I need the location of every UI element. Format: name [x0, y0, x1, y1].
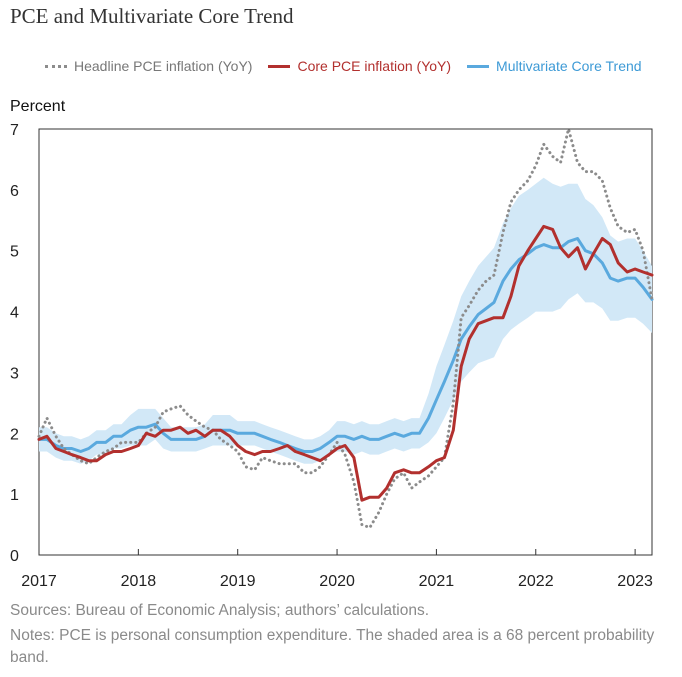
legend-label-headline: Headline PCE inflation (YoY): [74, 58, 253, 74]
legend-item-trend: Multivariate Core Trend: [467, 58, 642, 74]
y-tick-label: 1: [10, 487, 19, 504]
y-tick-label: 7: [10, 122, 19, 139]
legend-item-core: Core PCE inflation (YoY): [268, 58, 451, 74]
x-tick-label: 2018: [121, 573, 157, 590]
y-axis-label: Percent: [10, 98, 66, 115]
probability-band: [39, 177, 652, 464]
chart-title: PCE and Multivariate Core Trend: [10, 4, 294, 28]
x-tick-label: 2019: [220, 573, 256, 590]
sources-note: Sources: Bureau of Economic Analysis; au…: [10, 602, 429, 619]
core-pce-line: [37, 224, 654, 502]
legend: Headline PCE inflation (YoY) Core PCE in…: [45, 56, 658, 76]
series-layer: [37, 127, 654, 530]
y-tick-label: 3: [10, 365, 19, 382]
plot-frame: [38, 128, 653, 556]
probability-band-layer: [39, 177, 652, 464]
legend-swatch-trend: [467, 64, 490, 68]
x-tick-label: 2021: [419, 573, 455, 590]
legend-label-trend: Multivariate Core Trend: [496, 58, 642, 74]
x-tick-label: 2023: [617, 573, 653, 590]
y-tick-label: 6: [10, 183, 19, 200]
y-tick-label: 4: [10, 305, 19, 322]
legend-swatch-headline: [45, 64, 67, 68]
legend-swatch-core: [268, 64, 291, 68]
x-tick-label: 2020: [319, 573, 355, 590]
y-tick-label: 0: [10, 548, 19, 565]
x-tick-label: 2022: [518, 573, 554, 590]
tick-layer: 0 1 2 3 4 5 6 7 2017 2018 2019 2020 2021 2022 2023: [10, 122, 653, 590]
legend-item-headline: Headline PCE inflation (YoY): [45, 58, 252, 74]
y-tick-label: 2: [10, 426, 19, 443]
notes-text: Notes: PCE is personal consumption expen…: [10, 627, 655, 666]
chart-svg: Percent 0 1 2 3 4 5 6 7 2017 2018 2019 2020 2021 2022…: [10, 98, 654, 590]
multivariate-core-trend-line: [37, 237, 654, 453]
x-tick-label: 2017: [21, 573, 57, 590]
y-tick-label: 5: [10, 244, 19, 261]
legend-label-core: Core PCE inflation (YoY): [297, 58, 452, 74]
